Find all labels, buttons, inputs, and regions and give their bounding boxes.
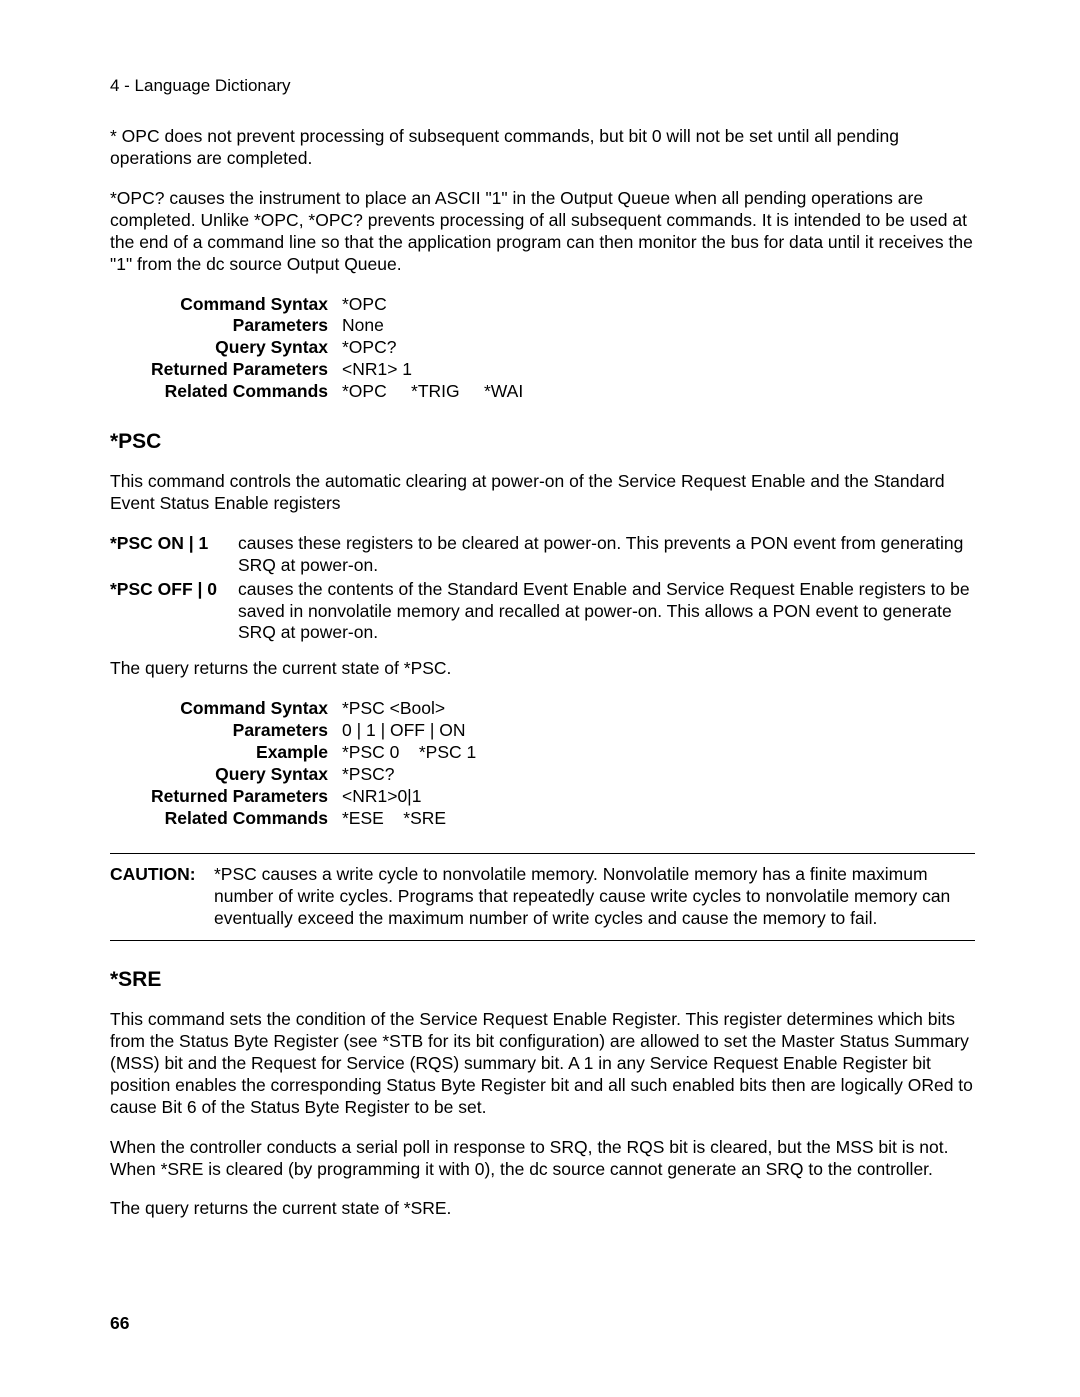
syntax-label: Parameters: [110, 315, 342, 337]
psc-option-key: *PSC ON | 1: [110, 533, 238, 577]
syntax-label: Parameters: [110, 720, 342, 742]
psc-query-line: The query returns the current state of *…: [110, 658, 975, 680]
syntax-label: Command Syntax: [110, 698, 342, 720]
sre-paragraph-1: This command sets the condition of the S…: [110, 1009, 975, 1118]
psc-option-text: causes these registers to be cleared at …: [238, 533, 975, 577]
syntax-label: Related Commands: [110, 381, 342, 403]
syntax-label: Returned Parameters: [110, 359, 342, 381]
psc-options: *PSC ON | 1 causes these registers to be…: [110, 533, 975, 644]
syntax-label: Query Syntax: [110, 337, 342, 359]
syntax-value: None: [342, 315, 975, 337]
opc-paragraph-2: *OPC? causes the instrument to place an …: [110, 188, 975, 276]
psc-intro: This command controls the automatic clea…: [110, 471, 975, 515]
syntax-label: Example: [110, 742, 342, 764]
caution-block: CAUTION: *PSC causes a write cycle to no…: [110, 864, 975, 930]
caution-text: *PSC causes a write cycle to nonvolatile…: [214, 864, 975, 930]
syntax-label: Query Syntax: [110, 764, 342, 786]
page-number: 66: [110, 1313, 129, 1335]
psc-heading: *PSC: [110, 429, 975, 455]
syntax-label: Returned Parameters: [110, 786, 342, 808]
syntax-value: *PSC <Bool>: [342, 698, 975, 720]
psc-option-text: causes the contents of the Standard Even…: [238, 579, 975, 645]
syntax-value: *PSC 0 *PSC 1: [342, 742, 975, 764]
syntax-value: 0 | 1 | OFF | ON: [342, 720, 975, 742]
syntax-value: *OPC *TRIG *WAI: [342, 381, 975, 403]
caution-divider-top: [110, 853, 975, 854]
caution-divider-bottom: [110, 940, 975, 941]
sre-paragraph-3: The query returns the current state of *…: [110, 1198, 975, 1220]
sre-paragraph-2: When the controller conducts a serial po…: [110, 1137, 975, 1181]
opc-syntax-table: Command Syntax*OPC ParametersNone Query …: [110, 294, 975, 403]
page-header: 4 - Language Dictionary: [110, 75, 975, 96]
syntax-value: *PSC?: [342, 764, 975, 786]
syntax-value: <NR1>0|1: [342, 786, 975, 808]
syntax-value: *OPC?: [342, 337, 975, 359]
sre-heading: *SRE: [110, 967, 975, 993]
syntax-label: Related Commands: [110, 808, 342, 830]
syntax-label: Command Syntax: [110, 294, 342, 316]
caution-label: CAUTION:: [110, 864, 214, 930]
opc-paragraph-1: * OPC does not prevent processing of sub…: [110, 126, 975, 170]
syntax-value: *OPC: [342, 294, 975, 316]
psc-option-key: *PSC OFF | 0: [110, 579, 238, 645]
psc-syntax-table: Command Syntax*PSC <Bool> Parameters0 | …: [110, 698, 975, 829]
syntax-value: *ESE *SRE: [342, 808, 975, 830]
syntax-value: <NR1> 1: [342, 359, 975, 381]
